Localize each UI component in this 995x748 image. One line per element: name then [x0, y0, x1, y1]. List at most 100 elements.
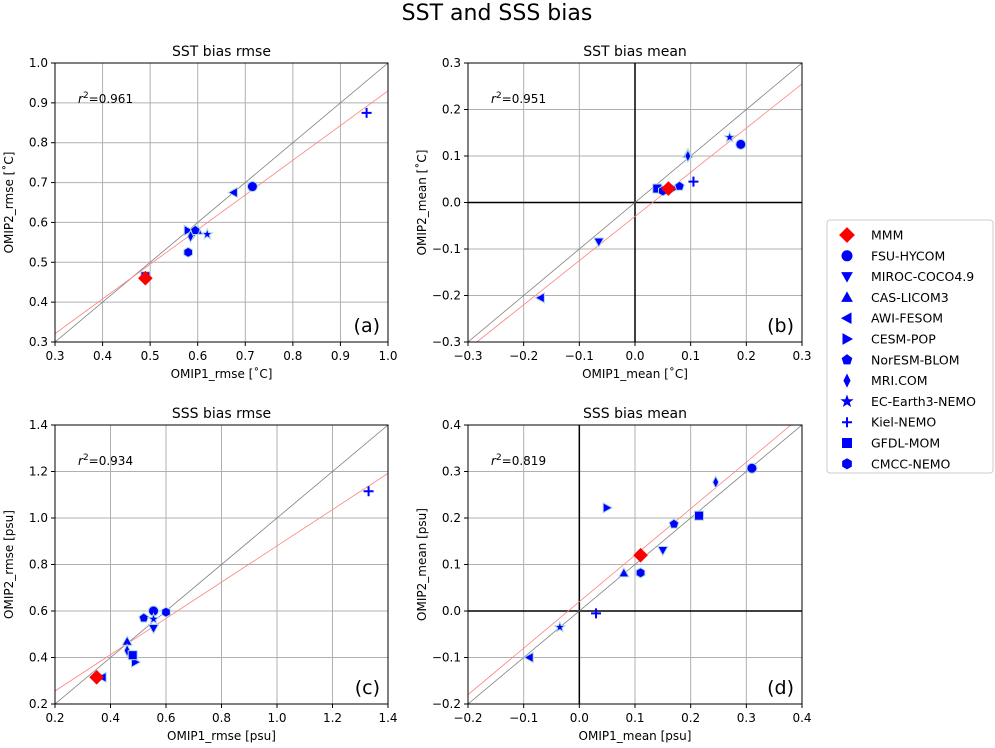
x-tick-label: 1.2: [323, 711, 342, 725]
legend-marker-icon: [840, 394, 854, 408]
legend-item: MIROC-COCO4.9: [841, 269, 974, 284]
x-tick-label: 0.4: [93, 349, 112, 363]
y-tick-label: 1.2: [29, 465, 48, 479]
y-tick-label: 1.0: [29, 511, 48, 525]
data-point-fsu-hycom-shape: [246, 181, 258, 193]
data-point-kiel-nemo: [363, 486, 374, 497]
r-squared-value: =0.961: [89, 92, 133, 106]
data-point-cmcc-nemo: [183, 246, 194, 258]
y-tick-label: 0.0: [442, 196, 461, 210]
y-axis-label: OMIP2_mean [psu]: [415, 508, 429, 621]
x-tick-label: −0.1: [509, 711, 538, 725]
data-point-miroc-coco4-9: [592, 237, 605, 249]
data-point-cas-licom3-shape: [618, 566, 630, 578]
r-symbol: r: [78, 92, 84, 106]
r-squared-label: r2=0.934: [78, 453, 133, 468]
legend-label: Kiel-NEMO: [871, 415, 936, 430]
data-point-ec-earth3-nemo: [146, 612, 161, 625]
one-to-one-line: [55, 425, 388, 704]
x-axis-label: OMIP1_mean [psu]: [579, 729, 692, 743]
data-point-cesm-pop-shape: [602, 501, 614, 514]
y-tick-label: 0.2: [442, 511, 461, 525]
data-point-fsu-hycom: [246, 181, 258, 193]
one-to-one-line: [468, 63, 802, 342]
data-point-mri-com-shape: [187, 229, 195, 244]
data-point-gfdl-mom-shape: [694, 510, 705, 521]
data-point-kiel-nemo-shape: [688, 176, 699, 187]
r-squared-label: r2=0.961: [78, 91, 133, 106]
data-point-kiel-nemo: [361, 107, 372, 118]
legend-item: CMCC-NEMO: [842, 456, 951, 471]
r-symbol: r: [491, 92, 497, 106]
one-to-one-line: [55, 63, 388, 342]
axes-frame: [54, 424, 389, 705]
y-tick-label: 0.1: [442, 149, 461, 163]
r-squared-label: r2=0.951: [491, 91, 546, 106]
data-point-kiel-nemo-shape: [361, 107, 372, 118]
r-symbol: r: [491, 454, 497, 468]
y-tick-label: 0.0: [442, 604, 461, 618]
legend-label: AWI-FESOM: [871, 311, 943, 326]
axes-frame: [54, 62, 389, 343]
legend-marker-icon: [841, 272, 853, 283]
data-point-noresm-blom: [668, 518, 680, 529]
y-axis-label: OMIP2_rmse [˚C]: [1, 152, 16, 254]
data-point-awi-fesom-shape: [534, 291, 545, 304]
superscript: 2: [496, 91, 502, 101]
plot-area: [468, 63, 802, 342]
data-point-noresm-blom: [138, 612, 150, 623]
data-point-cmcc-nemo-shape: [161, 606, 171, 618]
legend-item: CAS-LICOM3: [841, 290, 949, 305]
legend-marker-icon-shape: [842, 417, 852, 428]
data-point-awi-fesom: [523, 651, 534, 664]
data-point-ec-earth3-nemo: [553, 620, 567, 633]
y-tick-label: 0.4: [29, 651, 48, 665]
x-tick-label: 1.4: [378, 711, 397, 725]
legend-label: FSU-HYCOM: [871, 248, 945, 263]
data-point-fsu-hycom: [746, 462, 758, 474]
y-tick-label: 0.3: [442, 56, 461, 70]
data-point-fsu-hycom: [735, 138, 747, 150]
x-tick-label: 0.0: [570, 711, 589, 725]
r-symbol: r: [78, 454, 84, 468]
data-point-mri-com: [187, 229, 195, 244]
x-tick-label: 0.6: [188, 349, 207, 363]
panel-b: −0.3 −0.2 −0.1 0.0 0.1 0.2 0.3 −0.3 −0.2 −0.1 0.0 0…: [414, 44, 812, 381]
y-tick-label: 0.2: [29, 697, 48, 711]
panel-c: 0.2 0.4 0.6 0.8 1.0 1.2 1.4 0.2 0.4 0.6 0.8 1.0 1.2 1…: [2, 406, 398, 743]
data-point-mmm-shape: [138, 270, 153, 286]
data-point-mri-com-shape: [684, 148, 692, 164]
data-point-mmm-shape: [661, 181, 676, 196]
plot-area: [468, 425, 802, 704]
data-point-cesm-pop: [602, 501, 614, 514]
legend-marker-icon: [841, 250, 853, 262]
legend-item: Kiel-NEMO: [842, 415, 936, 430]
data-point-noresm-blom-shape: [189, 224, 201, 235]
regression-line: [55, 473, 388, 692]
y-tick-label: 0.6: [29, 215, 48, 229]
r-squared-value: =0.934: [89, 454, 133, 468]
data-point-miroc-coco4-9: [147, 623, 160, 635]
x-tick-label: 0.9: [331, 349, 350, 363]
y-tick-label: 0.5: [29, 255, 48, 269]
legend-label: MRI.COM: [871, 373, 927, 388]
data-point-cesm-pop: [183, 224, 195, 237]
y-tick-label: 0.4: [442, 418, 461, 432]
x-tick-label: 0.8: [283, 349, 302, 363]
legend-item: GFDL-MOM: [842, 436, 940, 451]
legend-marker-icon-shape: [841, 291, 853, 302]
x-tick-label: 0.6: [156, 711, 175, 725]
axes-frame: [467, 424, 803, 705]
legend-marker-icon-shape: [842, 458, 852, 470]
y-tick-label: −0.1: [432, 242, 461, 256]
legend-label: CMCC-NEMO: [871, 456, 951, 471]
panel-title: SSS bias mean: [583, 406, 687, 422]
data-point-mmm: [138, 270, 153, 286]
axes-frame: [467, 62, 803, 343]
data-point-cas-licom3: [618, 566, 630, 578]
panel-label: (b): [767, 315, 794, 337]
y-tick-label: 0.7: [29, 176, 48, 190]
data-point-kiel-nemo: [591, 608, 602, 619]
legend-marker-icon: [842, 438, 852, 448]
